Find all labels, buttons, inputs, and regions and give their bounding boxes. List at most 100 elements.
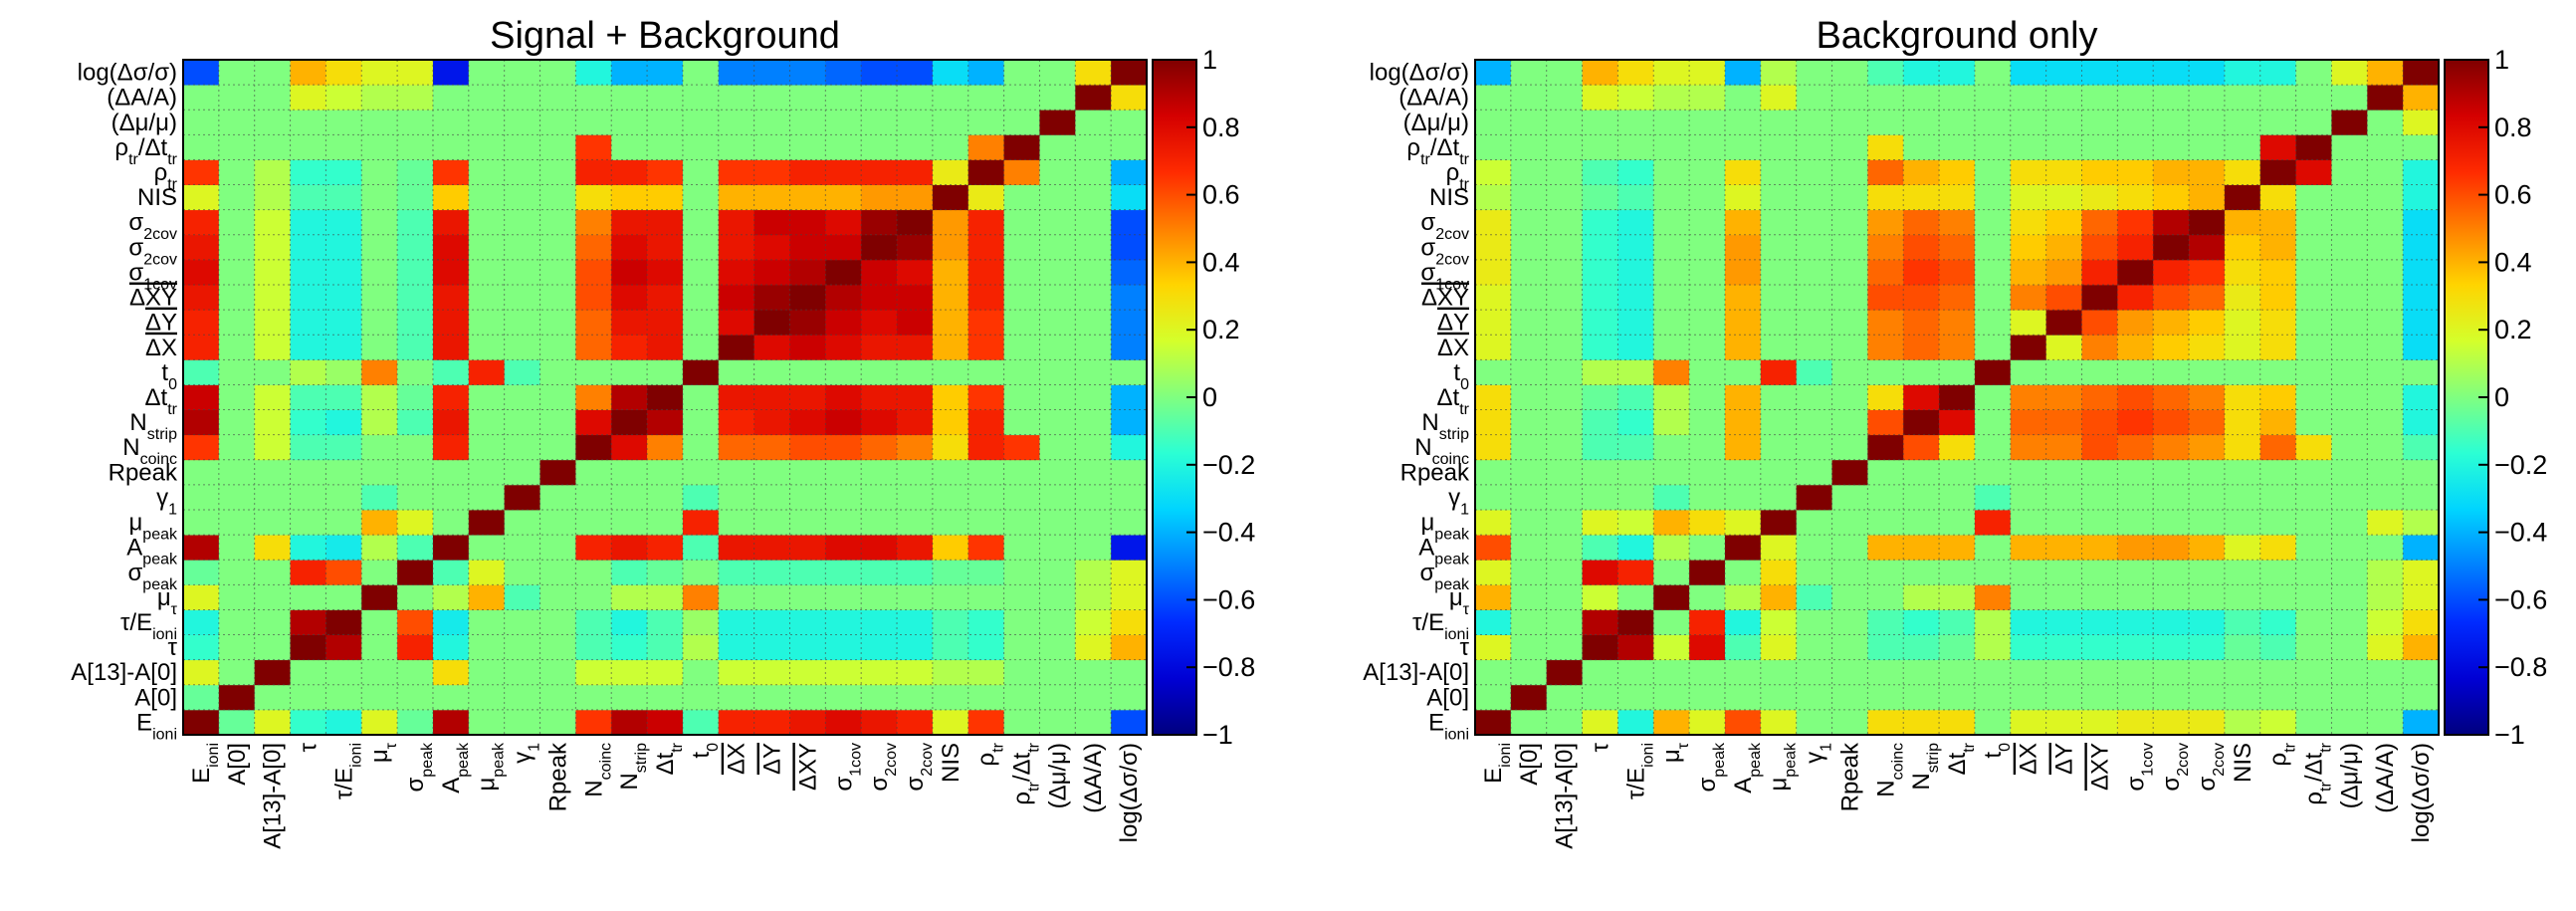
heatmap-cell xyxy=(718,659,755,686)
heatmap-cell xyxy=(1075,85,1112,111)
heatmap-cell xyxy=(2189,634,2226,661)
heatmap-cell xyxy=(290,535,326,561)
colorbar-tick-label: 1 xyxy=(2494,45,2509,75)
heatmap-cell xyxy=(1974,85,2012,111)
heatmap-cell xyxy=(1475,510,1512,536)
heatmap-cell xyxy=(647,535,684,561)
heatmap-cell xyxy=(1003,409,1040,436)
heatmap-cell xyxy=(789,709,826,736)
heatmap-cell xyxy=(682,584,720,610)
heatmap-cell xyxy=(1796,159,1832,185)
heatmap-cell xyxy=(504,535,540,561)
heatmap-cell xyxy=(1689,510,1726,536)
x-tick-label-main: (Δμ/μ) xyxy=(2336,743,2363,808)
heatmap-cell xyxy=(1760,434,1798,461)
heatmap-cell xyxy=(861,184,898,211)
heatmap-cell xyxy=(2045,684,2082,711)
heatmap-cell xyxy=(539,434,576,461)
heatmap-cell xyxy=(2081,134,2118,160)
x-tick-label-main: ΔXY xyxy=(2086,743,2113,791)
y-tick-label: τ/Eioni xyxy=(120,609,177,643)
heatmap-cell xyxy=(2367,234,2404,261)
heatmap-cell xyxy=(1903,659,1940,686)
y-tick-label: ΔY xyxy=(145,310,177,337)
heatmap-cell xyxy=(1075,259,1112,286)
heatmap-cell xyxy=(825,234,862,261)
heatmap-cell xyxy=(1903,359,1940,385)
heatmap-cell xyxy=(2189,709,2226,736)
heatmap-cell xyxy=(2259,459,2296,486)
heatmap-cell xyxy=(575,684,612,711)
heatmap-cell xyxy=(1582,634,1618,661)
heatmap-cell xyxy=(504,285,540,311)
heatmap-cell xyxy=(2117,384,2154,410)
heatmap-cell xyxy=(647,209,684,236)
heatmap-cell xyxy=(325,259,362,286)
heatmap-cell xyxy=(2010,684,2047,711)
heatmap-cell xyxy=(2117,184,2154,211)
heatmap-cell xyxy=(2081,110,2118,135)
heatmap-cell xyxy=(1075,709,1112,736)
heatmap-cell xyxy=(1867,634,1904,661)
heatmap-cell xyxy=(432,484,470,511)
heatmap-cell xyxy=(218,709,256,736)
heatmap-cell xyxy=(1475,709,1512,736)
heatmap-cell xyxy=(789,384,826,410)
heatmap-cell xyxy=(254,184,291,211)
y-tick-label-main: Rpeak xyxy=(1400,459,1470,486)
x-tick-label-main: ρ xyxy=(2301,792,2328,805)
heatmap-cell xyxy=(1475,535,1512,561)
heatmap-cell xyxy=(611,85,648,111)
heatmap-cell xyxy=(539,659,576,686)
heatmap-cell xyxy=(1546,285,1583,311)
heatmap-cell xyxy=(468,85,506,111)
heatmap-cell xyxy=(468,184,506,211)
heatmap-cell xyxy=(1724,409,1762,436)
x-tick-label-main: μ xyxy=(1658,749,1685,763)
heatmap-cell xyxy=(290,709,326,736)
heatmap-cell xyxy=(1546,535,1583,561)
heatmap-cell xyxy=(397,335,434,360)
heatmap-cell xyxy=(1003,335,1040,360)
heatmap-cell xyxy=(2010,159,2047,185)
heatmap-cell xyxy=(2403,285,2440,311)
heatmap-cell xyxy=(1510,609,1548,635)
heatmap-cell xyxy=(2295,684,2332,711)
heatmap-cell xyxy=(218,310,256,336)
heatmap-cell xyxy=(1974,684,2012,711)
heatmap-cell xyxy=(861,584,898,610)
heatmap-cell xyxy=(1111,134,1148,160)
heatmap-cell xyxy=(2045,209,2082,236)
heatmap-cell xyxy=(1111,85,1148,111)
heatmap-cell xyxy=(2081,459,2118,486)
heatmap-cell xyxy=(1831,709,1868,736)
heatmap-cell xyxy=(361,184,398,211)
heatmap-cell xyxy=(2295,484,2332,511)
heatmap-cell xyxy=(1617,560,1654,585)
x-tick-label-main: γ xyxy=(510,752,537,764)
heatmap-cell xyxy=(432,409,470,436)
heatmap-cell xyxy=(2045,85,2082,111)
heatmap-cell xyxy=(753,110,790,135)
heatmap-cell xyxy=(2189,535,2226,561)
heatmap-cell xyxy=(2117,359,2154,385)
heatmap-cell xyxy=(290,359,326,385)
heatmap-cell xyxy=(2224,584,2261,610)
heatmap-cell xyxy=(1939,535,1976,561)
heatmap-cell xyxy=(1039,560,1076,585)
heatmap-cell xyxy=(2081,209,2118,236)
heatmap-cell xyxy=(1111,560,1148,585)
heatmap-cell xyxy=(2331,359,2368,385)
heatmap-cell xyxy=(967,535,1004,561)
heatmap-cell xyxy=(1689,209,1726,236)
heatmap-cell xyxy=(1831,484,1868,511)
heatmap-cell xyxy=(2189,409,2226,436)
heatmap-cell xyxy=(1617,709,1654,736)
y-tick-label: Ncoinc xyxy=(122,434,177,468)
y-tick-label: (ΔA/A) xyxy=(107,85,177,112)
heatmap-cell xyxy=(1974,184,2012,211)
y-tick-label-main: σ xyxy=(128,234,143,261)
heatmap-cell xyxy=(539,159,576,185)
x-tick-label: (Δμ/μ) xyxy=(1044,743,1071,808)
heatmap-cell xyxy=(468,535,506,561)
